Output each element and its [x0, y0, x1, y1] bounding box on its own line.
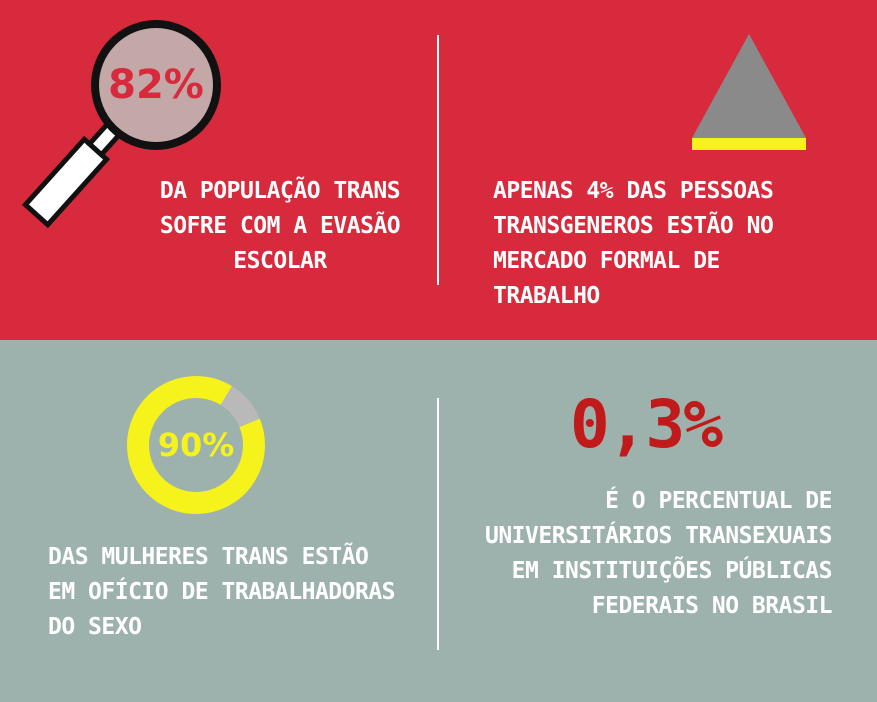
magnifying-glass-icon: 82%	[21, 20, 221, 229]
stat4-value: 0,3%	[570, 386, 723, 463]
top-divider	[437, 35, 439, 285]
stat1-caption: DA POPULAÇÃO TRANS SOFRE COM A EVASÃO ES…	[159, 178, 401, 274]
donut-filled-segment	[127, 376, 265, 514]
stat3-value: 90%	[158, 426, 235, 464]
stat1-value: 82%	[108, 62, 204, 108]
donut-chart-icon: 90%	[127, 376, 265, 514]
stat4-caption: É O PERCENTUAL DE UNIVERSITÁRIOS TRANSEX…	[484, 488, 833, 619]
triangle-icon	[692, 34, 806, 150]
stat2-caption: APENAS 4% DAS PESSOAS TRANSGENEROS ESTÃO…	[493, 178, 774, 309]
stat3-caption: DAS MULHERES TRANS ESTÃO EM OFÍCIO DE TR…	[48, 544, 396, 640]
donut-empty-segment	[220, 386, 260, 428]
bottom-divider	[437, 398, 439, 650]
